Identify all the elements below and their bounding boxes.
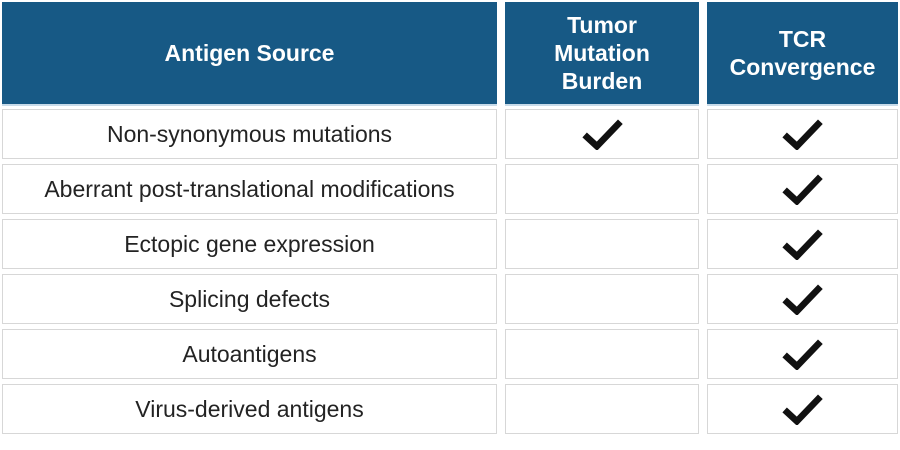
check-icon bbox=[782, 284, 823, 315]
tumor-mutation-burden-cell bbox=[505, 109, 699, 159]
header-antigen-source-label: Antigen Source bbox=[164, 39, 335, 66]
antigen-source-label: Autoantigens bbox=[182, 340, 317, 367]
antigen-source-cell: Virus-derived antigens bbox=[2, 384, 497, 434]
header-antigen-source: Antigen Source bbox=[2, 2, 497, 104]
tumor-mutation-burden-cell bbox=[505, 274, 699, 324]
antigen-source-label: Splicing defects bbox=[168, 285, 331, 312]
tcr-convergence-cell bbox=[707, 219, 898, 269]
tcr-convergence-cell bbox=[707, 384, 898, 434]
tumor-mutation-burden-cell bbox=[505, 219, 699, 269]
antigen-source-label: Ectopic gene expression bbox=[124, 230, 375, 257]
tumor-mutation-burden-cell bbox=[505, 164, 699, 214]
check-icon bbox=[782, 174, 823, 205]
antigen-source-label: Non-synonymous mutations bbox=[106, 120, 393, 147]
header-tumor-mutation-burden: Tumor Mutation Burden bbox=[505, 2, 699, 104]
tumor-mutation-burden-cell bbox=[505, 384, 699, 434]
check-icon bbox=[782, 229, 823, 260]
tcr-convergence-cell bbox=[707, 109, 898, 159]
antigen-source-cell: Non-synonymous mutations bbox=[2, 109, 497, 159]
antigen-source-cell: Aberrant post-translational modification… bbox=[2, 164, 497, 214]
check-icon bbox=[581, 119, 623, 150]
antigen-table: Antigen Source Tumor Mutation Burden TCR… bbox=[2, 2, 898, 434]
tumor-mutation-burden-cell bbox=[505, 329, 699, 379]
tcr-convergence-cell bbox=[707, 329, 898, 379]
check-icon bbox=[782, 119, 823, 150]
antigen-source-label: Virus-derived antigens bbox=[135, 395, 364, 422]
header-tcr-convergence-label: TCR Convergence bbox=[729, 25, 876, 80]
check-icon bbox=[782, 339, 823, 370]
antigen-source-cell: Ectopic gene expression bbox=[2, 219, 497, 269]
antigen-source-cell: Autoantigens bbox=[2, 329, 497, 379]
check-icon bbox=[782, 394, 823, 425]
header-tcr-convergence: TCR Convergence bbox=[707, 2, 898, 104]
antigen-source-cell: Splicing defects bbox=[2, 274, 497, 324]
tcr-convergence-cell bbox=[707, 274, 898, 324]
antigen-source-label: Aberrant post-translational modification… bbox=[44, 175, 455, 202]
header-tumor-mutation-burden-label: Tumor Mutation Burden bbox=[554, 11, 650, 95]
tcr-convergence-cell bbox=[707, 164, 898, 214]
